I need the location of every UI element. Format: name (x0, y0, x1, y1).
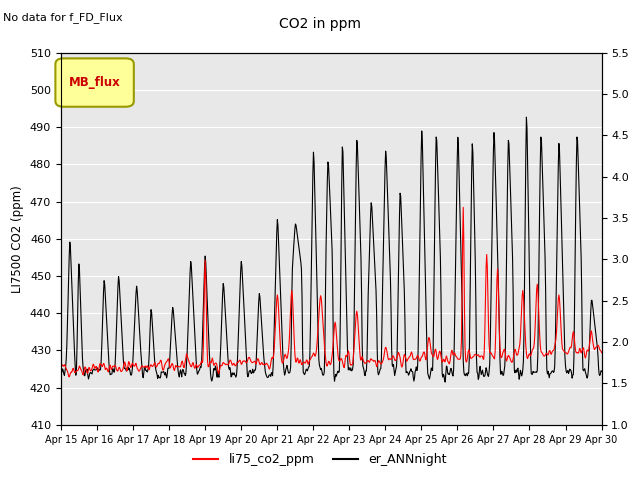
Legend: li75_co2_ppm, er_ANNnight: li75_co2_ppm, er_ANNnight (188, 448, 452, 471)
FancyBboxPatch shape (56, 59, 134, 107)
Text: CO2 in ppm: CO2 in ppm (279, 17, 361, 31)
Text: No data for f_FD_Flux: No data for f_FD_Flux (3, 12, 123, 23)
Y-axis label: LI7500 CO2 (ppm): LI7500 CO2 (ppm) (12, 185, 24, 293)
Text: MB_flux: MB_flux (69, 76, 121, 89)
